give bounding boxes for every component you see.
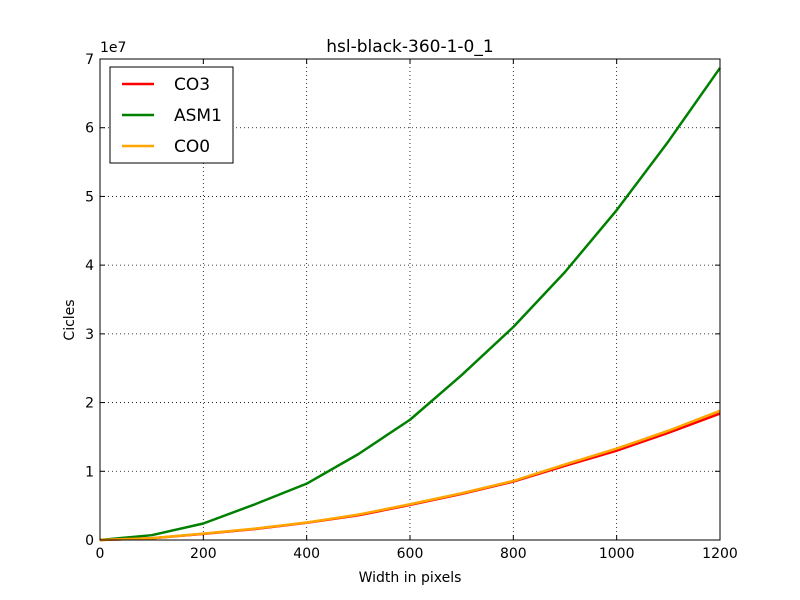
x-axis-label: Width in pixels <box>359 570 462 586</box>
y-offset-text: 1e7 <box>100 40 126 56</box>
x-tick-label: 800 <box>500 546 527 562</box>
x-tick-label: 400 <box>293 546 320 562</box>
x-tick-label: 200 <box>190 546 217 562</box>
series-line-co0 <box>99 409 721 542</box>
y-axis-label: Cicles <box>62 299 78 340</box>
x-tick-label: 1000 <box>599 546 635 562</box>
y-tick-label: 4 <box>85 258 94 274</box>
y-tick-label: 0 <box>85 533 94 549</box>
legend-label-asm1: ASM1 <box>174 106 222 126</box>
x-tick-label: 1200 <box>702 546 738 562</box>
chart-title: hsl-black-360-1-0_1 <box>326 37 493 57</box>
legend-label-co3: CO3 <box>174 75 210 95</box>
x-tick-label: 600 <box>397 546 424 562</box>
y-tick-label: 6 <box>85 121 94 137</box>
legend: CO3 ASM1 CO0 <box>109 66 234 164</box>
axis-ticks: 0 200 400 600 800 1000 1200 0 1 2 3 4 5 6 7 <box>85 52 738 562</box>
y-tick-label: 5 <box>85 189 94 205</box>
y-tick-label: 1 <box>85 464 94 480</box>
series-lines <box>99 67 722 542</box>
y-tick-label: 3 <box>85 327 94 343</box>
x-tick-label: 0 <box>96 546 105 562</box>
legend-label-co0: CO0 <box>174 137 210 157</box>
series-line-asm1 <box>99 67 722 542</box>
y-tick-label: 2 <box>85 396 94 412</box>
y-tick-label: 7 <box>85 52 94 68</box>
